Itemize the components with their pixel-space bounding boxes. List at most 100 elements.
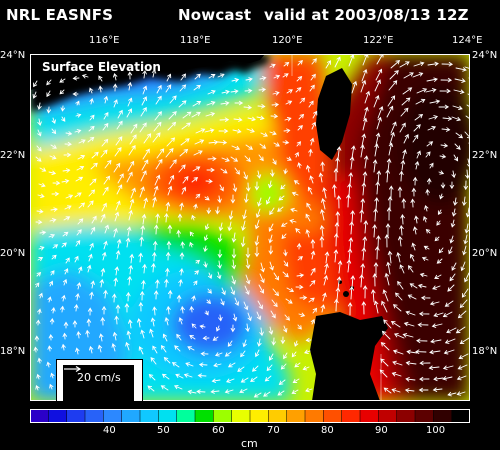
velocity-vector	[298, 312, 306, 317]
velocity-vector	[269, 207, 275, 216]
velocity-vector	[165, 147, 174, 158]
velocity-vector	[149, 328, 154, 338]
velocity-vector	[305, 387, 313, 393]
velocity-vector	[441, 61, 454, 67]
velocity-vector	[139, 122, 147, 133]
colorbar-tick-90: 90	[375, 425, 388, 436]
velocity-vector	[303, 349, 311, 354]
velocity-vector	[111, 343, 116, 352]
velocity-vector	[256, 311, 262, 321]
colorbar-cell	[103, 409, 123, 423]
velocity-vector	[400, 159, 406, 171]
velocity-vector	[76, 165, 85, 171]
velocity-vector	[334, 56, 341, 68]
velocity-vector	[403, 72, 414, 79]
velocity-vector	[283, 249, 288, 257]
velocity-vector	[350, 210, 355, 224]
velocity-vector	[64, 268, 69, 275]
velocity-vector	[231, 259, 237, 270]
colorbar-cell	[176, 409, 196, 423]
velocity-vector	[126, 291, 131, 302]
velocity-vector	[35, 385, 40, 391]
velocity-vector	[256, 115, 265, 121]
velocity-vector	[381, 300, 388, 313]
velocity-vector	[277, 390, 285, 396]
velocity-vector	[112, 293, 117, 303]
velocity-vector	[36, 145, 42, 152]
velocity-vector	[420, 295, 431, 301]
velocity-vector	[60, 105, 66, 112]
velocity-vector	[129, 134, 137, 145]
velocity-vector	[161, 373, 170, 380]
velocity-vector	[72, 75, 80, 81]
velocity-vector	[78, 266, 83, 274]
velocity-vector	[38, 246, 45, 251]
velocity-vector	[465, 169, 470, 180]
colorbar-cell	[414, 409, 434, 423]
velocity-vector	[176, 229, 181, 238]
velocity-vector	[126, 171, 133, 183]
colorbar-tick-70: 70	[267, 425, 280, 436]
velocity-vector	[218, 128, 229, 134]
velocity-vector	[139, 290, 145, 301]
lon-label-116: 116°E	[89, 35, 120, 46]
velocity-vector	[306, 202, 312, 211]
velocity-vector	[309, 137, 315, 146]
velocity-vector	[346, 259, 352, 273]
velocity-vector	[49, 318, 55, 325]
velocity-vector	[257, 300, 263, 310]
velocity-vector	[181, 186, 187, 195]
velocity-vector	[176, 294, 182, 303]
velocity-vector	[461, 288, 469, 298]
velocity-vector	[52, 244, 59, 249]
velocity-vector	[155, 213, 160, 224]
velocity-vector	[89, 242, 94, 251]
velocity-vector	[403, 133, 409, 144]
velocity-vector	[379, 369, 388, 378]
velocity-vector	[215, 206, 220, 215]
velocity-vector	[77, 155, 86, 160]
velocity-vector	[280, 363, 287, 370]
velocity-vector	[429, 301, 440, 306]
velocity-vector	[237, 366, 245, 372]
velocity-vector	[195, 128, 206, 134]
velocity-vector	[380, 342, 390, 351]
colorbar-cell	[139, 409, 159, 423]
velocity-vector	[87, 264, 92, 273]
velocity-vector	[112, 72, 118, 81]
velocity-vector	[185, 362, 194, 367]
velocity-vector	[76, 282, 82, 290]
velocity-vector	[391, 388, 401, 393]
velocity-vector	[129, 253, 134, 264]
velocity-vector	[166, 240, 172, 250]
velocity-vector	[81, 74, 89, 79]
velocity-vector	[166, 305, 171, 315]
velocity-vector	[426, 77, 438, 82]
velocity-vector	[334, 233, 339, 247]
velocity-vector	[389, 131, 395, 145]
velocity-vector	[265, 196, 271, 205]
velocity-vector	[103, 95, 109, 104]
velocity-vector	[47, 345, 52, 352]
velocity-vector	[36, 209, 44, 214]
velocity-vector	[425, 188, 430, 196]
velocity-vector	[171, 362, 180, 368]
velocity-vector	[247, 312, 252, 322]
velocity-vector	[178, 278, 183, 287]
velocity-vector	[151, 262, 156, 273]
velocity-vector	[240, 350, 246, 358]
velocity-vector	[361, 301, 367, 315]
velocity-vector	[220, 298, 225, 306]
velocity-vector	[244, 285, 250, 296]
velocity-vector	[375, 181, 380, 195]
velocity-vector	[179, 202, 184, 211]
velocity-vector	[61, 116, 66, 122]
velocity-vector	[117, 109, 123, 119]
velocity-vector	[242, 339, 247, 348]
velocity-vector	[289, 219, 297, 224]
velocity-vector	[221, 89, 230, 95]
velocity-vector	[191, 323, 197, 329]
velocity-vector	[375, 68, 383, 81]
colorbar-tick-100: 100	[426, 425, 446, 436]
velocity-vector	[198, 362, 208, 367]
